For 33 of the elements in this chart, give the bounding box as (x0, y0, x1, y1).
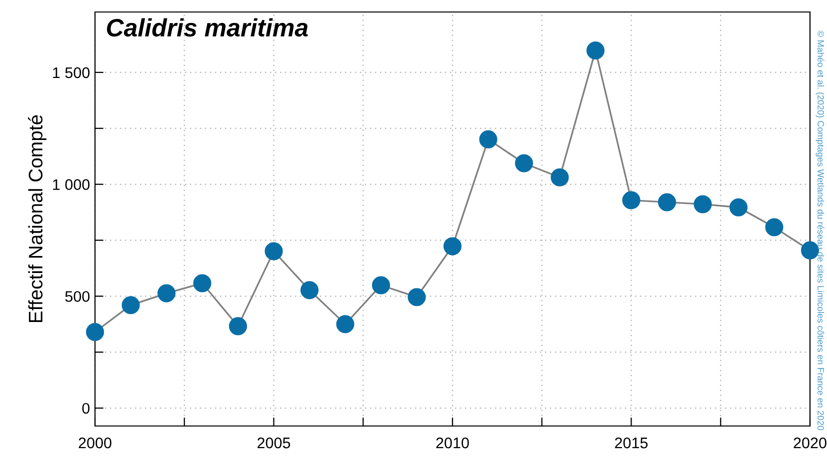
y-tick-label: 1 500 (53, 67, 90, 78)
x-tick-label: 2015 (615, 438, 648, 448)
y-tick-label: 1 000 (53, 179, 90, 190)
point (479, 130, 498, 148)
point (729, 198, 748, 216)
point (408, 288, 426, 306)
point (622, 191, 640, 210)
point (122, 296, 140, 314)
point (264, 242, 283, 260)
point (86, 322, 104, 342)
point (157, 284, 176, 302)
chart-title: Calidris maritima (106, 18, 308, 37)
y-axis-title: Effectif National Compté (28, 115, 46, 322)
point (800, 241, 820, 260)
x-tick-label: 2010 (436, 438, 469, 448)
point (443, 237, 462, 256)
point (550, 168, 569, 186)
y-tick-label: 500 (65, 291, 90, 302)
x-tick-label: 2000 (78, 438, 112, 448)
point (336, 315, 354, 334)
point (694, 195, 712, 214)
point (372, 276, 390, 294)
point (228, 317, 248, 336)
point (514, 154, 534, 172)
y-tick-label: 0 (82, 402, 90, 414)
point (586, 41, 605, 60)
point (658, 193, 676, 212)
x-tick-label: 2020 (794, 438, 826, 448)
point (300, 281, 319, 300)
point (193, 274, 212, 292)
x-tick-label: 2005 (258, 438, 290, 448)
text: © Mahéo et al. (2020) Comptages Wetlands du réseau de sites Limicoles côtiers en France en 2020 (816, 30, 824, 430)
point (765, 218, 784, 236)
